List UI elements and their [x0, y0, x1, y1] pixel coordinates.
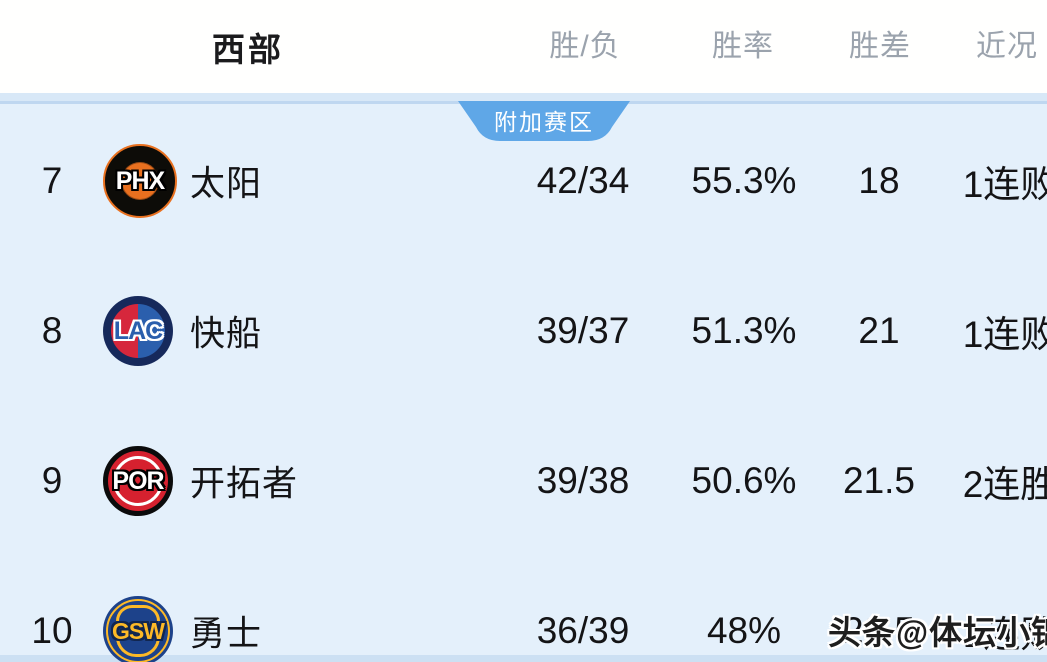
column-header-win-loss[interactable]: 胜/负	[549, 29, 621, 63]
header-divider-strip	[0, 93, 1047, 101]
win-loss-value: 39/38	[536, 460, 630, 501]
win-pct-value: 50.6%	[691, 460, 797, 501]
basketball-icon	[121, 162, 159, 200]
table-row[interactable]: 10 GSW 勇士 36/39 48% 23.5 1连败	[0, 556, 1047, 662]
recent-form-value: 1连败	[962, 164, 1047, 205]
blazers-white-ring	[113, 456, 163, 506]
column-header-win-pct[interactable]: 胜率	[712, 29, 774, 63]
column-header-recent-form[interactable]: 近况	[976, 29, 1038, 63]
table-header: 西部 胜/负 胜率 胜差 近况	[0, 0, 1047, 93]
games-behind-value: 18	[858, 160, 900, 201]
team-abbr: LAC	[113, 316, 163, 345]
playin-badge-label: 附加赛区	[494, 109, 594, 135]
team-abbr: POR	[112, 466, 164, 495]
team-abbr: PHX	[115, 166, 165, 195]
conference-title: 西部	[212, 30, 284, 68]
column-header-games-behind[interactable]: 胜差	[849, 29, 911, 63]
games-behind-value: 23.5	[842, 610, 916, 651]
win-pct-value: 51.3%	[691, 310, 797, 351]
rank-number: 7	[41, 160, 63, 201]
team-name: 勇士	[190, 614, 263, 654]
games-behind-value: 21	[858, 310, 900, 351]
bottom-divider-strip	[0, 655, 1047, 662]
watermark: 头条@体坛小锦鲤	[828, 614, 1047, 651]
playin-zone-badge: 附加赛区	[458, 101, 630, 141]
table-body-background	[0, 104, 1047, 655]
win-pct-value: 48%	[706, 610, 782, 651]
table-row[interactable]: 9 POR 开拓者 39/38 50.6% 21.5 2连胜	[0, 406, 1047, 556]
win-loss-value: 36/39	[536, 610, 630, 651]
rank-number: 8	[41, 310, 63, 351]
table-row[interactable]: 8 LAC 快船 39/37 51.3% 21 1连败	[0, 256, 1047, 406]
games-behind-value: 21.5	[842, 460, 916, 501]
table-row[interactable]: 7 PHX 太阳 42/34 55.3% 18 1连败	[0, 106, 1047, 256]
win-pct-value: 55.3%	[691, 160, 797, 201]
team-name: 开拓者	[190, 464, 299, 504]
team-name: 太阳	[190, 164, 263, 204]
win-loss-value: 39/37	[536, 310, 630, 351]
team-logo-blazers-icon: POR	[103, 446, 173, 516]
rank-number: 10	[31, 610, 73, 651]
team-name: 快船	[190, 314, 263, 354]
team-logo-warriors-icon: GSW	[103, 596, 173, 662]
team-abbr: GSW	[112, 617, 165, 644]
clippers-red-blue-disc	[111, 304, 165, 358]
team-logo-clippers-icon: LAC	[103, 296, 173, 366]
team-logo-suns-icon: PHX	[103, 144, 177, 218]
recent-form-value: 2连胜	[962, 464, 1047, 505]
rank-number: 9	[41, 460, 63, 501]
playin-badge-ribbon-shape	[458, 101, 630, 141]
recent-form-value: 1连败	[962, 314, 1047, 355]
win-loss-value: 42/34	[536, 160, 630, 201]
recent-form-value: 1连败	[962, 614, 1047, 655]
